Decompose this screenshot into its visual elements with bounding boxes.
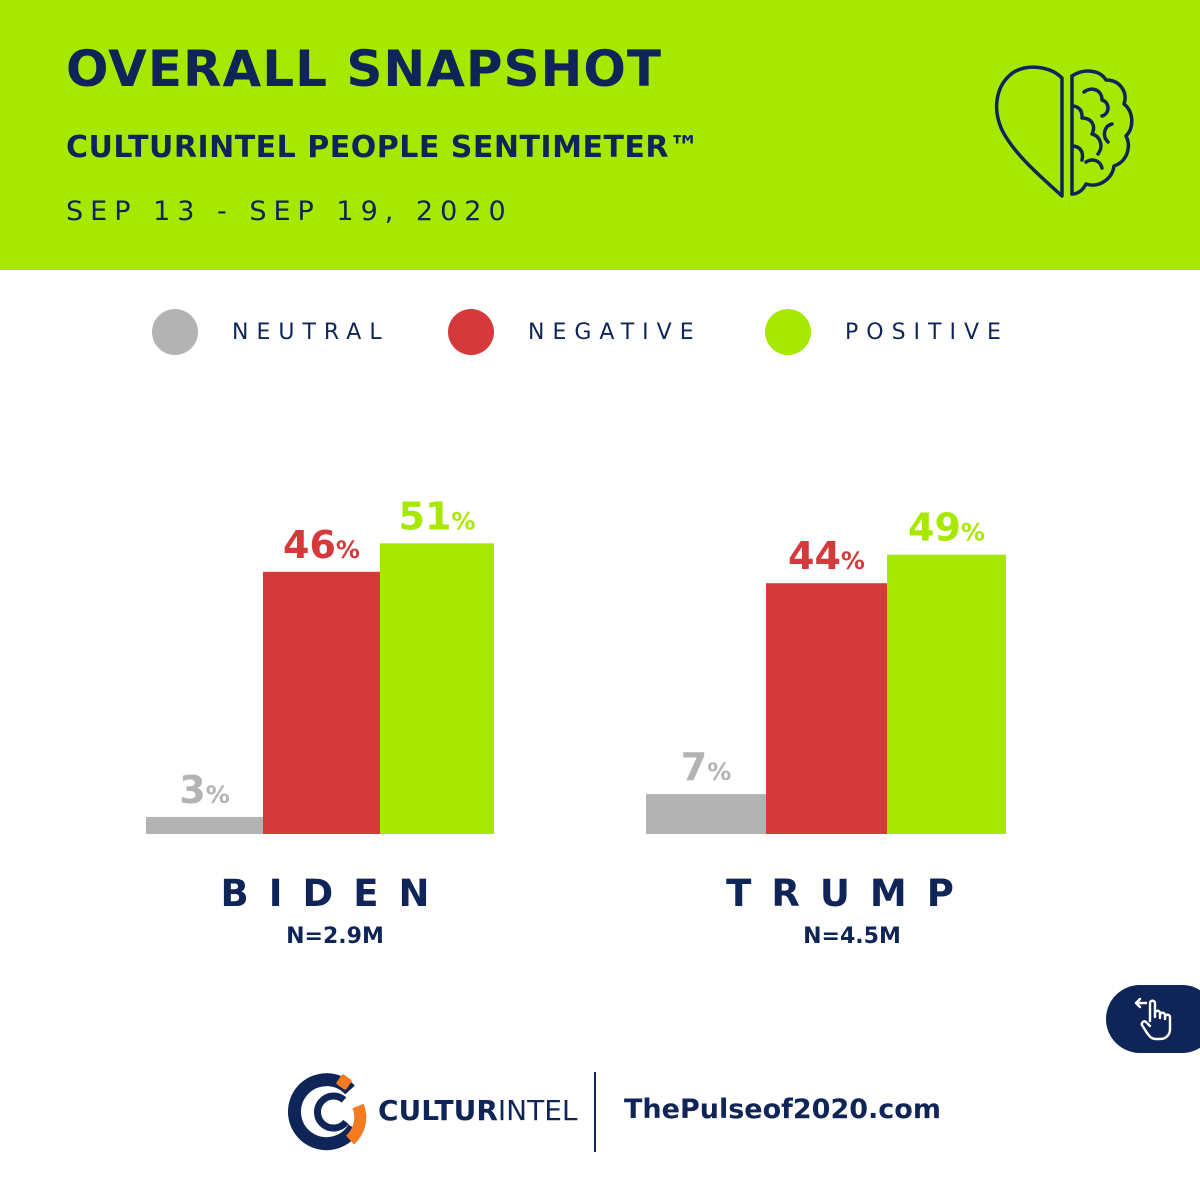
footer-divider — [594, 1072, 596, 1152]
value-label-trump-neutral: 7% — [681, 745, 732, 789]
legend-label-positive: POSITIVE — [845, 319, 1009, 345]
bar-biden-negative — [263, 571, 380, 834]
legend-swatch-neutral — [152, 309, 198, 355]
page-subtitle: CULTURINTEL PEOPLE SENTIMETER™ — [66, 130, 700, 165]
brand-name-light: INTEL — [497, 1094, 578, 1127]
sentiment-bar-chart: 3% 46% 51% 7% 44% 49% — [146, 494, 1006, 834]
value-label-trump-negative: 44% — [788, 534, 865, 578]
group-label-biden: BIDEN — [220, 872, 450, 915]
value-label-biden-neutral: 3% — [179, 768, 230, 812]
page-title: OVERALL SNAPSHOT — [66, 40, 663, 98]
bar-trump-positive — [887, 554, 1006, 834]
legend-swatch-positive — [765, 309, 811, 355]
bar-biden-positive — [380, 543, 494, 834]
sample-size-trump: N=4.5M — [803, 924, 901, 949]
legend-item-neutral: NEUTRAL — [152, 309, 390, 355]
legend-item-negative: NEGATIVE — [448, 309, 702, 355]
value-label-biden-positive: 51% — [399, 494, 476, 538]
value-label-trump-positive: 49% — [908, 506, 985, 550]
heart-brain-icon — [994, 65, 1134, 198]
legend-label-neutral: NEUTRAL — [232, 319, 390, 345]
legend-item-positive: POSITIVE — [765, 309, 1009, 355]
date-range: SEP 13 - SEP 19, 2020 — [66, 196, 513, 227]
culturintel-logo-icon — [288, 1073, 367, 1151]
value-label-biden-negative: 46% — [283, 523, 360, 567]
sample-size-biden: N=2.9M — [286, 924, 384, 949]
bar-trump-negative — [766, 583, 887, 834]
bar-trump-neutral — [646, 794, 766, 834]
legend-label-negative: NEGATIVE — [528, 319, 702, 345]
bar-biden-neutral — [146, 816, 263, 834]
brand-name-bold: CULTUR — [378, 1094, 498, 1127]
swipe-button[interactable] — [1106, 985, 1200, 1053]
group-label-trump: TRUMP — [726, 872, 974, 915]
site-url[interactable]: ThePulseof2020.com — [624, 1094, 941, 1125]
swipe-hand-icon — [1134, 997, 1172, 1041]
legend-swatch-negative — [448, 309, 494, 355]
brand-name: CULTURINTEL — [378, 1094, 578, 1127]
header-banner: OVERALL SNAPSHOT CULTURINTEL PEOPLE SENT… — [0, 0, 1200, 270]
